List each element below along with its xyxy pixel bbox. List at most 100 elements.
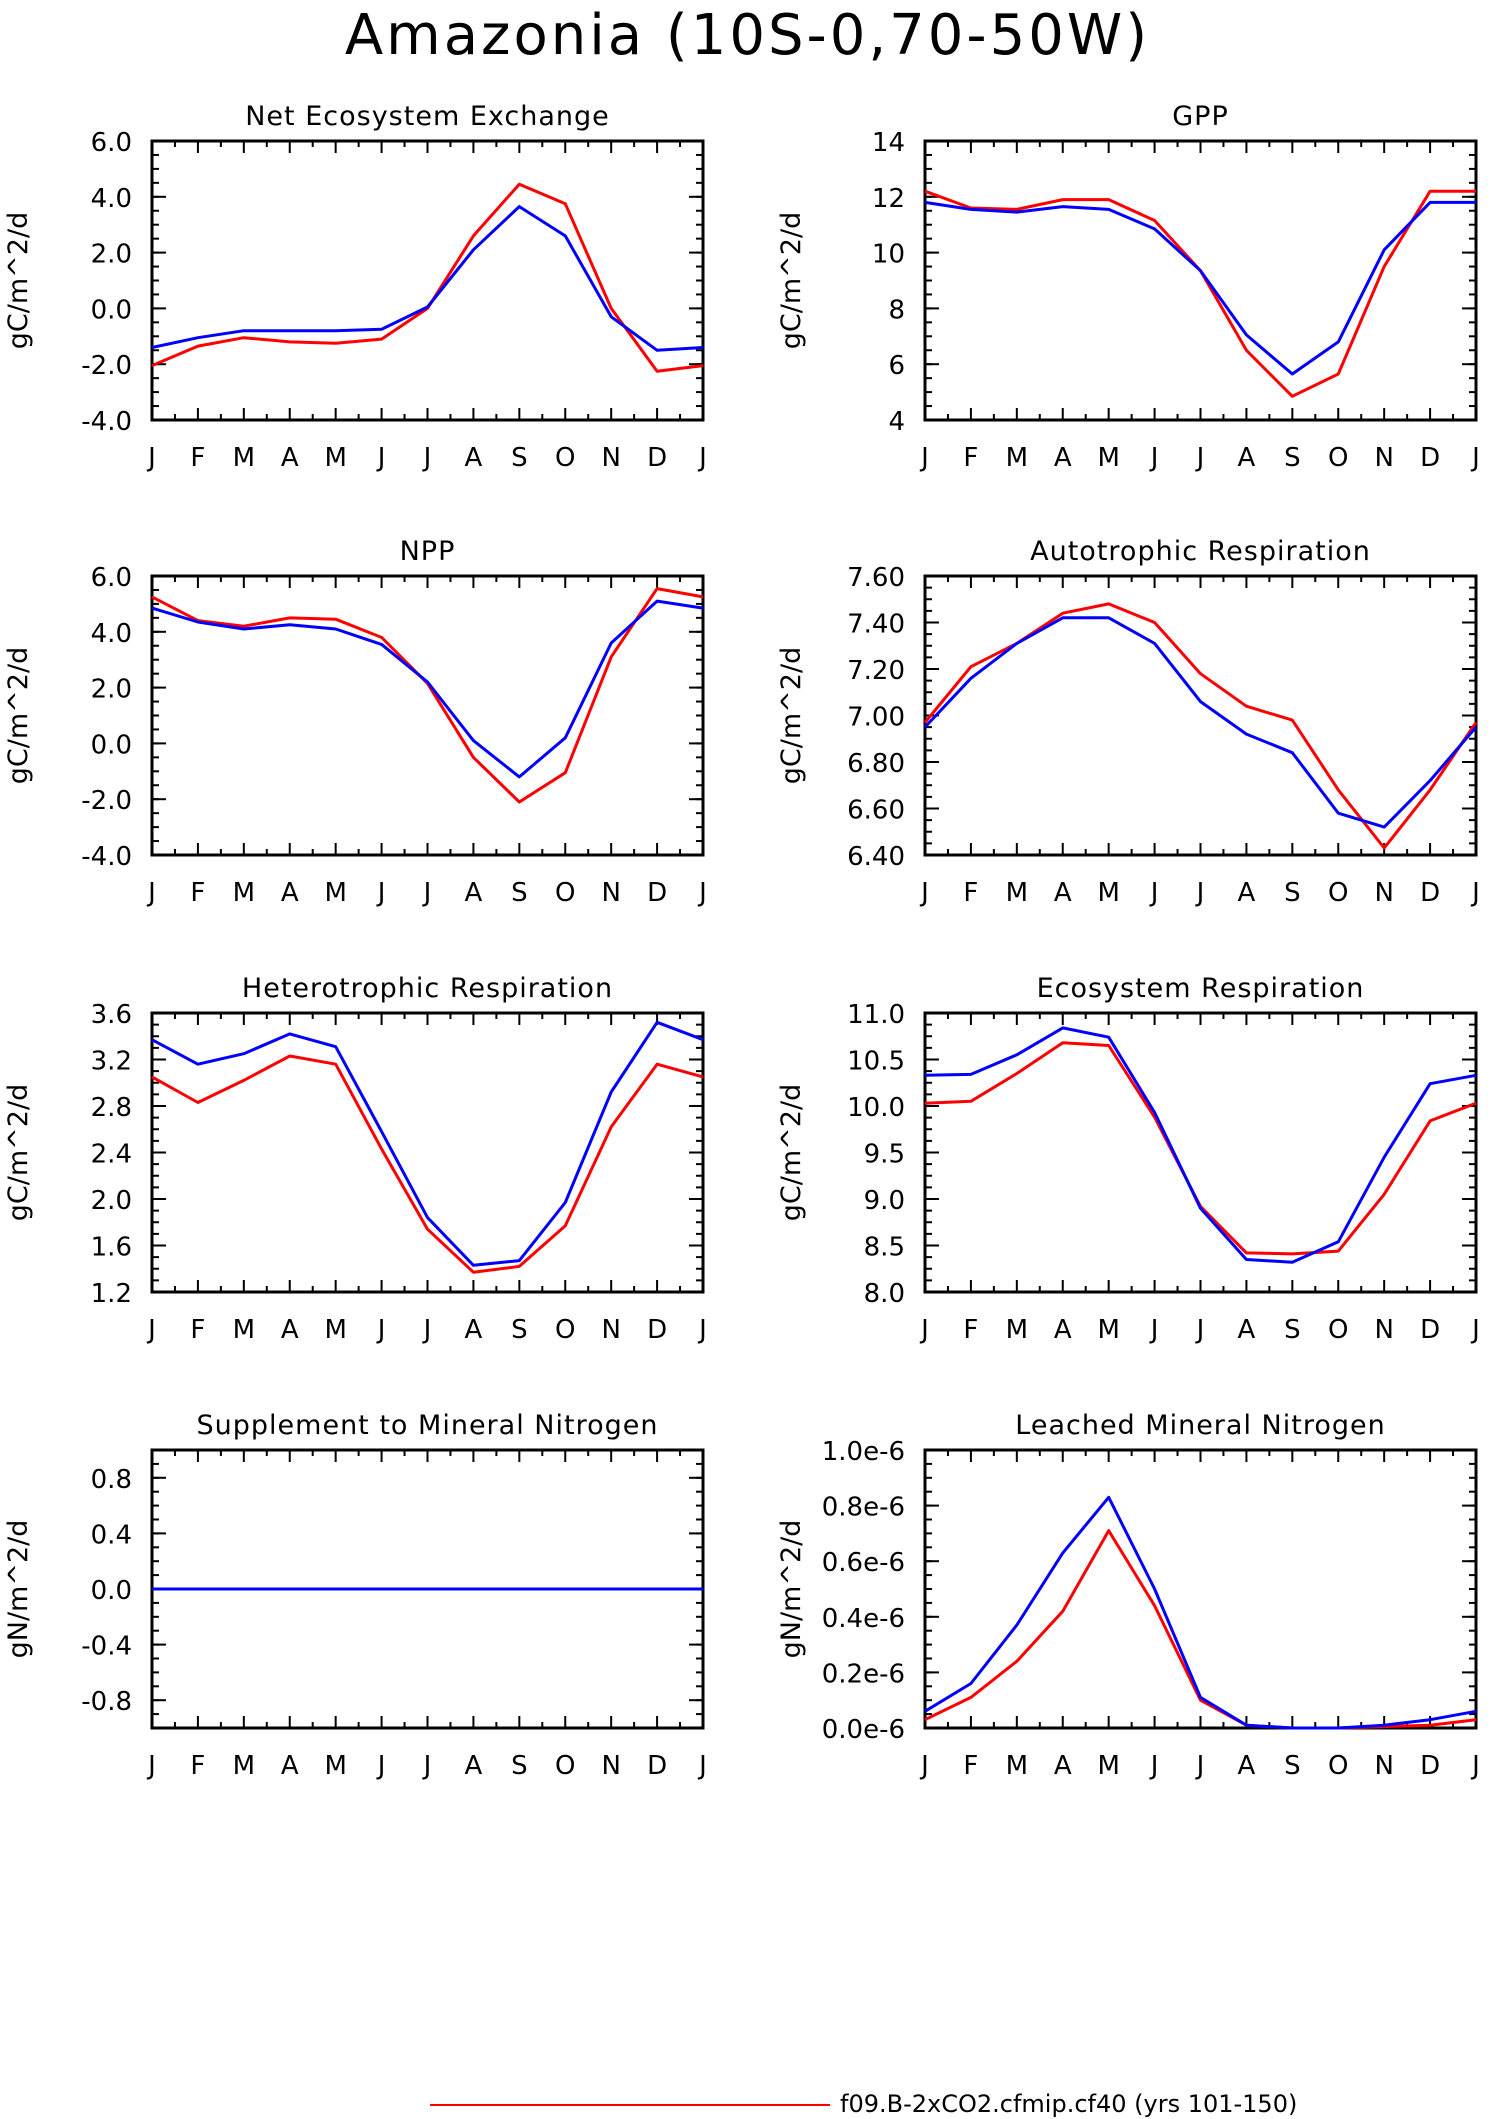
chart-gpp-xtick-label: D bbox=[1420, 443, 1440, 473]
chart-gpp-xtick-label: F bbox=[963, 443, 978, 473]
chart-npp-xtick-label: F bbox=[190, 878, 205, 908]
chart-supplement-to-mineral-nitrogen-ytick-label: 0.4 bbox=[91, 1520, 132, 1550]
chart-ecosystem-respiration-xtick-label: J bbox=[1470, 1315, 1480, 1345]
chart-heterotrophic-respiration-xtick-label: O bbox=[555, 1315, 575, 1345]
chart-ecosystem-respiration-xtick-label: D bbox=[1420, 1315, 1440, 1345]
chart-autotrophic-respiration-xtick-label: J bbox=[1470, 878, 1480, 908]
chart-net-ecosystem-exchange-xtick-label: N bbox=[601, 443, 620, 473]
chart-npp-ytick-label: 4.0 bbox=[91, 619, 132, 649]
chart-leached-mineral-nitrogen-series-line-blue bbox=[924, 1495, 1477, 1730]
chart-heterotrophic-respiration-ytick-label: 3.2 bbox=[91, 1047, 132, 1077]
chart-heterotrophic-respiration-xtick-label: J bbox=[146, 1315, 156, 1345]
chart-npp-ytick-label: -4.0 bbox=[81, 842, 132, 872]
chart-heterotrophic-respiration-xtick-label: A bbox=[465, 1315, 483, 1345]
chart-autotrophic-respiration-ylabel: gC/m^2/d bbox=[776, 647, 807, 784]
chart-autotrophic-respiration-xtick-label: D bbox=[1420, 878, 1440, 908]
chart-npp-ytick-label: 2.0 bbox=[91, 675, 132, 705]
chart-gpp-xtick-label: M bbox=[1006, 443, 1028, 473]
legend-label: f09.B-2xCO2.cfmip.cf40 (yrs 101-150) bbox=[840, 2090, 1298, 2118]
chart-ecosystem-respiration-series-line-blue bbox=[924, 1026, 1477, 1264]
chart-net-ecosystem-exchange-xtick-label: F bbox=[190, 443, 205, 473]
chart-ecosystem-respiration-frame bbox=[923, 1011, 1478, 1294]
chart-autotrophic-respiration-xtick-label: N bbox=[1374, 878, 1393, 908]
chart-ecosystem-respiration-title: Ecosystem Respiration bbox=[1037, 973, 1365, 1004]
chart-net-ecosystem-exchange-xtick-label: J bbox=[376, 443, 386, 473]
chart-autotrophic-respiration-series-line-red bbox=[923, 602, 1478, 850]
chart-heterotrophic-respiration-title: Heterotrophic Respiration bbox=[242, 973, 613, 1004]
chart-leached-mineral-nitrogen-ytick-label: 0.2e-6 bbox=[822, 1659, 905, 1689]
chart-npp-xtick-label: M bbox=[324, 878, 346, 908]
chart-gpp-frame bbox=[923, 139, 1478, 422]
chart-npp-xtick-label: J bbox=[422, 878, 432, 908]
chart-autotrophic-respiration-xtick-label: J bbox=[919, 878, 929, 908]
chart-net-ecosystem-exchange-series-line-blue bbox=[151, 205, 704, 352]
chart-autotrophic-respiration-ytick-label: 7.00 bbox=[847, 703, 905, 733]
chart-ecosystem-respiration-xtick-label: J bbox=[919, 1315, 929, 1345]
chart-supplement-to-mineral-nitrogen: Supplement to Mineral Nitrogen gN/m^2/d J F… bbox=[3, 1410, 707, 1781]
chart-supplement-to-mineral-nitrogen-xtick-label: M bbox=[324, 1751, 346, 1781]
chart-ecosystem-respiration-ytick-label: 9.5 bbox=[864, 1140, 905, 1170]
chart-npp-xtick-label: J bbox=[376, 878, 386, 908]
chart-ecosystem-respiration-xtick-label: S bbox=[1284, 1315, 1301, 1345]
chart-net-ecosystem-exchange-ytick-label: -2.0 bbox=[81, 351, 132, 381]
chart-ecosystem-respiration-xtick-label: M bbox=[1097, 1315, 1119, 1345]
chart-heterotrophic-respiration-ytick-label: 3.6 bbox=[91, 1000, 132, 1030]
chart-supplement-to-mineral-nitrogen-xtick-label: F bbox=[190, 1751, 205, 1781]
chart-supplement-to-mineral-nitrogen-xtick-label: D bbox=[647, 1751, 667, 1781]
chart-leached-mineral-nitrogen-xtick-label: J bbox=[1470, 1751, 1480, 1781]
chart-npp-xtick-label: J bbox=[146, 878, 156, 908]
chart-leached-mineral-nitrogen-xtick-label: D bbox=[1420, 1751, 1440, 1781]
chart-supplement-to-mineral-nitrogen-ytick-label: 0.8 bbox=[91, 1465, 132, 1495]
chart-gpp-ytick-label: 4 bbox=[888, 407, 905, 437]
chart-gpp-xtick-label: J bbox=[1149, 443, 1159, 473]
chart-supplement-to-mineral-nitrogen-ylabel: gN/m^2/d bbox=[3, 1520, 34, 1659]
chart-net-ecosystem-exchange-ytick-label: 0.0 bbox=[91, 295, 132, 325]
chart-ecosystem-respiration-ytick-label: 10.5 bbox=[847, 1047, 905, 1077]
chart-npp-xtick-label: A bbox=[281, 878, 299, 908]
chart-heterotrophic-respiration-ylabel: gC/m^2/d bbox=[3, 1084, 34, 1221]
chart-heterotrophic-respiration-xtick-label: J bbox=[376, 1315, 386, 1345]
chart-supplement-to-mineral-nitrogen-xtick-label: O bbox=[555, 1751, 575, 1781]
legend: f09.B-2xCO2.cfmip.cf40 (yrs 101-150) bbox=[430, 2091, 1490, 2117]
chart-leached-mineral-nitrogen-xtick-label: F bbox=[963, 1751, 978, 1781]
chart-gpp-series-line-red bbox=[924, 189, 1476, 398]
chart-autotrophic-respiration-ytick-label: 7.40 bbox=[847, 610, 905, 640]
legend-line-red bbox=[430, 2104, 830, 2106]
chart-leached-mineral-nitrogen-ytick-label: 1.0e-6 bbox=[822, 1437, 905, 1467]
chart-net-ecosystem-exchange-series-line-red bbox=[151, 182, 704, 373]
chart-gpp-ytick-label: 10 bbox=[872, 240, 905, 270]
chart-leached-mineral-nitrogen-xtick-label: M bbox=[1097, 1751, 1119, 1781]
chart-leached-mineral-nitrogen-xtick-label: A bbox=[1054, 1751, 1072, 1781]
chart-gpp-series-line-blue bbox=[924, 200, 1476, 376]
chart-leached-mineral-nitrogen-xtick-label: J bbox=[1149, 1751, 1159, 1781]
chart-ecosystem-respiration-xtick-label: J bbox=[1149, 1315, 1159, 1345]
chart-autotrophic-respiration-frame bbox=[923, 574, 1478, 857]
chart-ecosystem-respiration-xtick-label: N bbox=[1374, 1315, 1393, 1345]
chart-autotrophic-respiration-xtick-label: A bbox=[1054, 878, 1072, 908]
chart-ecosystem-respiration-ytick-label: 11.0 bbox=[847, 1000, 905, 1030]
chart-gpp-xtick-label: O bbox=[1328, 443, 1348, 473]
chart-heterotrophic-respiration-series-line-blue bbox=[151, 1020, 704, 1267]
chart-heterotrophic-respiration-xtick-label: D bbox=[647, 1315, 667, 1345]
chart-heterotrophic-respiration-xtick-label: M bbox=[324, 1315, 346, 1345]
chart-supplement-to-mineral-nitrogen-ytick-label: -0.8 bbox=[81, 1687, 132, 1717]
chart-autotrophic-respiration-xtick-label: J bbox=[1149, 878, 1159, 908]
chart-gpp-xtick-label: A bbox=[1054, 443, 1072, 473]
chart-heterotrophic-respiration-ytick-label: 1.2 bbox=[91, 1279, 132, 1309]
chart-gpp-xtick-label: S bbox=[1284, 443, 1301, 473]
chart-npp-xtick-label: S bbox=[511, 878, 528, 908]
chart-leached-mineral-nitrogen-ytick-label: 0.0e-6 bbox=[822, 1715, 905, 1745]
chart-npp-xtick-label: N bbox=[601, 878, 620, 908]
chart-heterotrophic-respiration-xtick-label: N bbox=[601, 1315, 620, 1345]
chart-npp-xtick-label: O bbox=[555, 878, 575, 908]
chart-heterotrophic-respiration-ytick-label: 2.0 bbox=[91, 1186, 132, 1216]
chart-gpp-ylabel: gC/m^2/d bbox=[776, 212, 807, 349]
chart-npp-title: NPP bbox=[400, 536, 456, 567]
chart-npp-ytick-label: 0.0 bbox=[91, 730, 132, 760]
chart-autotrophic-respiration-ytick-label: 6.80 bbox=[847, 749, 905, 779]
chart-leached-mineral-nitrogen-ylabel: gN/m^2/d bbox=[776, 1520, 807, 1659]
